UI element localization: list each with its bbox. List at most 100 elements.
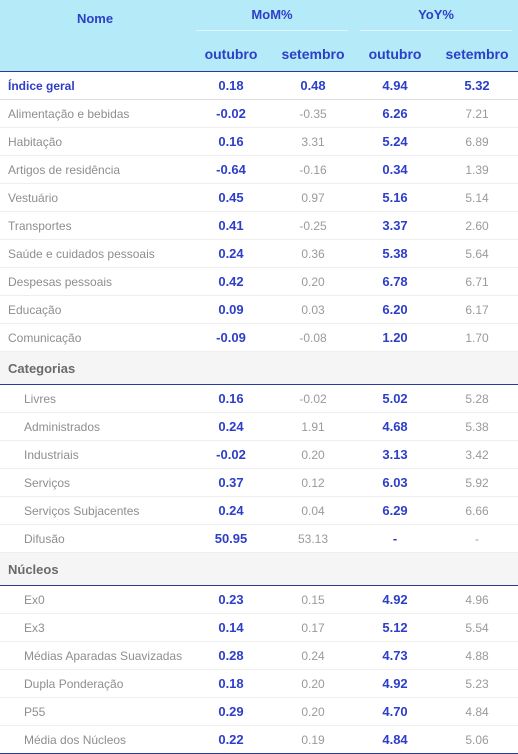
mom-outubro-value: 0.16	[190, 384, 272, 413]
mom-outubro-value: -0.02	[190, 99, 272, 128]
mom-outubro-value: 0.23	[190, 585, 272, 614]
table-row: Livres 0.16 -0.02 5.02 5.28	[0, 384, 518, 413]
row-name: Dupla Ponderação	[0, 669, 190, 698]
mom-setembro-value: 0.03	[272, 295, 355, 324]
column-header-mom-setembro: setembro	[272, 36, 355, 72]
yoy-outubro-value: 5.12	[354, 613, 437, 642]
yoy-setembro-value: 3.42	[436, 440, 518, 469]
yoy-setembro-value: 4.88	[436, 641, 518, 670]
column-header-yoy-setembro: setembro	[436, 36, 518, 72]
table-row: Administrados 0.24 1.91 4.68 5.38	[0, 412, 518, 441]
yoy-outubro-value: 5.24	[354, 127, 437, 156]
row-name: Índice geral	[0, 71, 190, 100]
yoy-setembro-value: 6.71	[436, 267, 518, 296]
mom-outubro-value: 0.09	[190, 295, 272, 324]
yoy-outubro-value: 4.84	[354, 725, 437, 754]
yoy-outubro-value: 4.92	[354, 585, 437, 614]
mom-outubro-value: 0.29	[190, 697, 272, 726]
yoy-setembro-value: 4.96	[436, 585, 518, 614]
mom-setembro-value: 0.20	[272, 440, 355, 469]
mom-outubro-value: 0.45	[190, 183, 272, 212]
mom-setembro-value: 0.20	[272, 669, 355, 698]
yoy-setembro-value: 6.17	[436, 295, 518, 324]
table-row: Serviços Subjacentes 0.24 0.04 6.29 6.66	[0, 496, 518, 525]
mom-setembro-value: 0.17	[272, 613, 355, 642]
mom-outubro-value: 0.16	[190, 127, 272, 156]
row-name: Habitação	[0, 127, 190, 156]
mom-setembro-value: 0.04	[272, 496, 355, 525]
yoy-setembro-value: 5.64	[436, 239, 518, 268]
mom-outubro-value: -0.09	[190, 323, 272, 352]
yoy-setembro-value: 5.38	[436, 412, 518, 441]
yoy-setembro-value: 5.92	[436, 468, 518, 497]
mom-setembro-value: 0.19	[272, 725, 355, 754]
mom-outubro-value: 0.22	[190, 725, 272, 754]
yoy-setembro-value: 5.23	[436, 669, 518, 698]
yoy-outubro-value: 0.34	[354, 155, 437, 184]
yoy-setembro-value: 7.21	[436, 99, 518, 128]
mom-setembro-value: 0.20	[272, 267, 355, 296]
yoy-setembro-value: 5.32	[436, 71, 518, 100]
row-name: Administrados	[0, 412, 190, 441]
section-title: Categorias	[0, 351, 518, 385]
mom-setembro-value: -0.16	[272, 155, 355, 184]
yoy-setembro-value: 2.60	[436, 211, 518, 240]
mom-outubro-value: 0.18	[190, 71, 272, 100]
yoy-setembro-value: 5.14	[436, 183, 518, 212]
yoy-setembro-value: 4.84	[436, 697, 518, 726]
mom-outubro-value: 50.95	[190, 524, 272, 553]
mom-outubro-value: 0.24	[190, 239, 272, 268]
yoy-outubro-value: 4.73	[354, 641, 437, 670]
headline-row: Índice geral 0.18 0.48 4.94 5.32	[0, 71, 518, 100]
row-name: Médias Aparadas Suavizadas	[0, 641, 190, 670]
table-row: Industriais -0.02 0.20 3.13 3.42	[0, 440, 518, 469]
table-row: Habitação 0.16 3.31 5.24 6.89	[0, 127, 518, 156]
mom-outubro-value: -0.64	[190, 155, 272, 184]
table-body: Índice geral 0.18 0.48 4.94 5.32 Alimentação …	[0, 71, 518, 754]
mom-setembro-value: -0.02	[272, 384, 355, 413]
row-name: Alimentação e bebidas	[0, 99, 190, 128]
table-row: P55 0.29 0.20 4.70 4.84	[0, 697, 518, 726]
mom-setembro-value: 53.13	[272, 524, 355, 553]
yoy-setembro-value: 6.66	[436, 496, 518, 525]
yoy-setembro-value: 6.89	[436, 127, 518, 156]
yoy-setembro-value: 1.39	[436, 155, 518, 184]
table-row: Média dos Núcleos 0.22 0.19 4.84 5.06	[0, 725, 518, 754]
row-name: Livres	[0, 384, 190, 413]
yoy-outubro-value: 4.68	[354, 412, 437, 441]
yoy-outubro-value: 4.94	[354, 71, 437, 100]
mom-outubro-value: 0.41	[190, 211, 272, 240]
yoy-setembro-value: 5.54	[436, 613, 518, 642]
row-name: Média dos Núcleos	[0, 725, 190, 754]
table-header: Nome MoM% YoY% outubro setembro outubro …	[0, 0, 518, 72]
yoy-outubro-value: 4.92	[354, 669, 437, 698]
table-row: Vestuário 0.45 0.97 5.16 5.14	[0, 183, 518, 212]
mom-outubro-value: 0.14	[190, 613, 272, 642]
row-name: Ex3	[0, 613, 190, 642]
mom-outubro-value: 0.24	[190, 412, 272, 441]
mom-outubro-value: 0.24	[190, 496, 272, 525]
row-name: Serviços Subjacentes	[0, 496, 190, 525]
mom-setembro-value: 0.20	[272, 697, 355, 726]
yoy-outubro-value: 6.29	[354, 496, 437, 525]
section-title: Núcleos	[0, 552, 518, 586]
table-row: Ex3 0.14 0.17 5.12 5.54	[0, 613, 518, 642]
yoy-outubro-value: 1.20	[354, 323, 437, 352]
mom-label: MoM%	[196, 7, 349, 31]
table-row: Transportes 0.41 -0.25 3.37 2.60	[0, 211, 518, 240]
yoy-setembro-value: 5.06	[436, 725, 518, 754]
yoy-outubro-value: 5.02	[354, 384, 437, 413]
column-header-blank	[0, 36, 190, 72]
yoy-setembro-value: 5.28	[436, 384, 518, 413]
yoy-outubro-value: 3.37	[354, 211, 437, 240]
row-name: Comunicação	[0, 323, 190, 352]
mom-outubro-value: 0.42	[190, 267, 272, 296]
yoy-label: YoY%	[360, 7, 513, 31]
yoy-outubro-value: 4.70	[354, 697, 437, 726]
table-row: Artigos de residência -0.64 -0.16 0.34 1.39	[0, 155, 518, 184]
table-row: Saúde e cuidados pessoais 0.24 0.36 5.38 5.6…	[0, 239, 518, 268]
row-name: Transportes	[0, 211, 190, 240]
row-name: Industriais	[0, 440, 190, 469]
yoy-outubro-value: 5.16	[354, 183, 437, 212]
